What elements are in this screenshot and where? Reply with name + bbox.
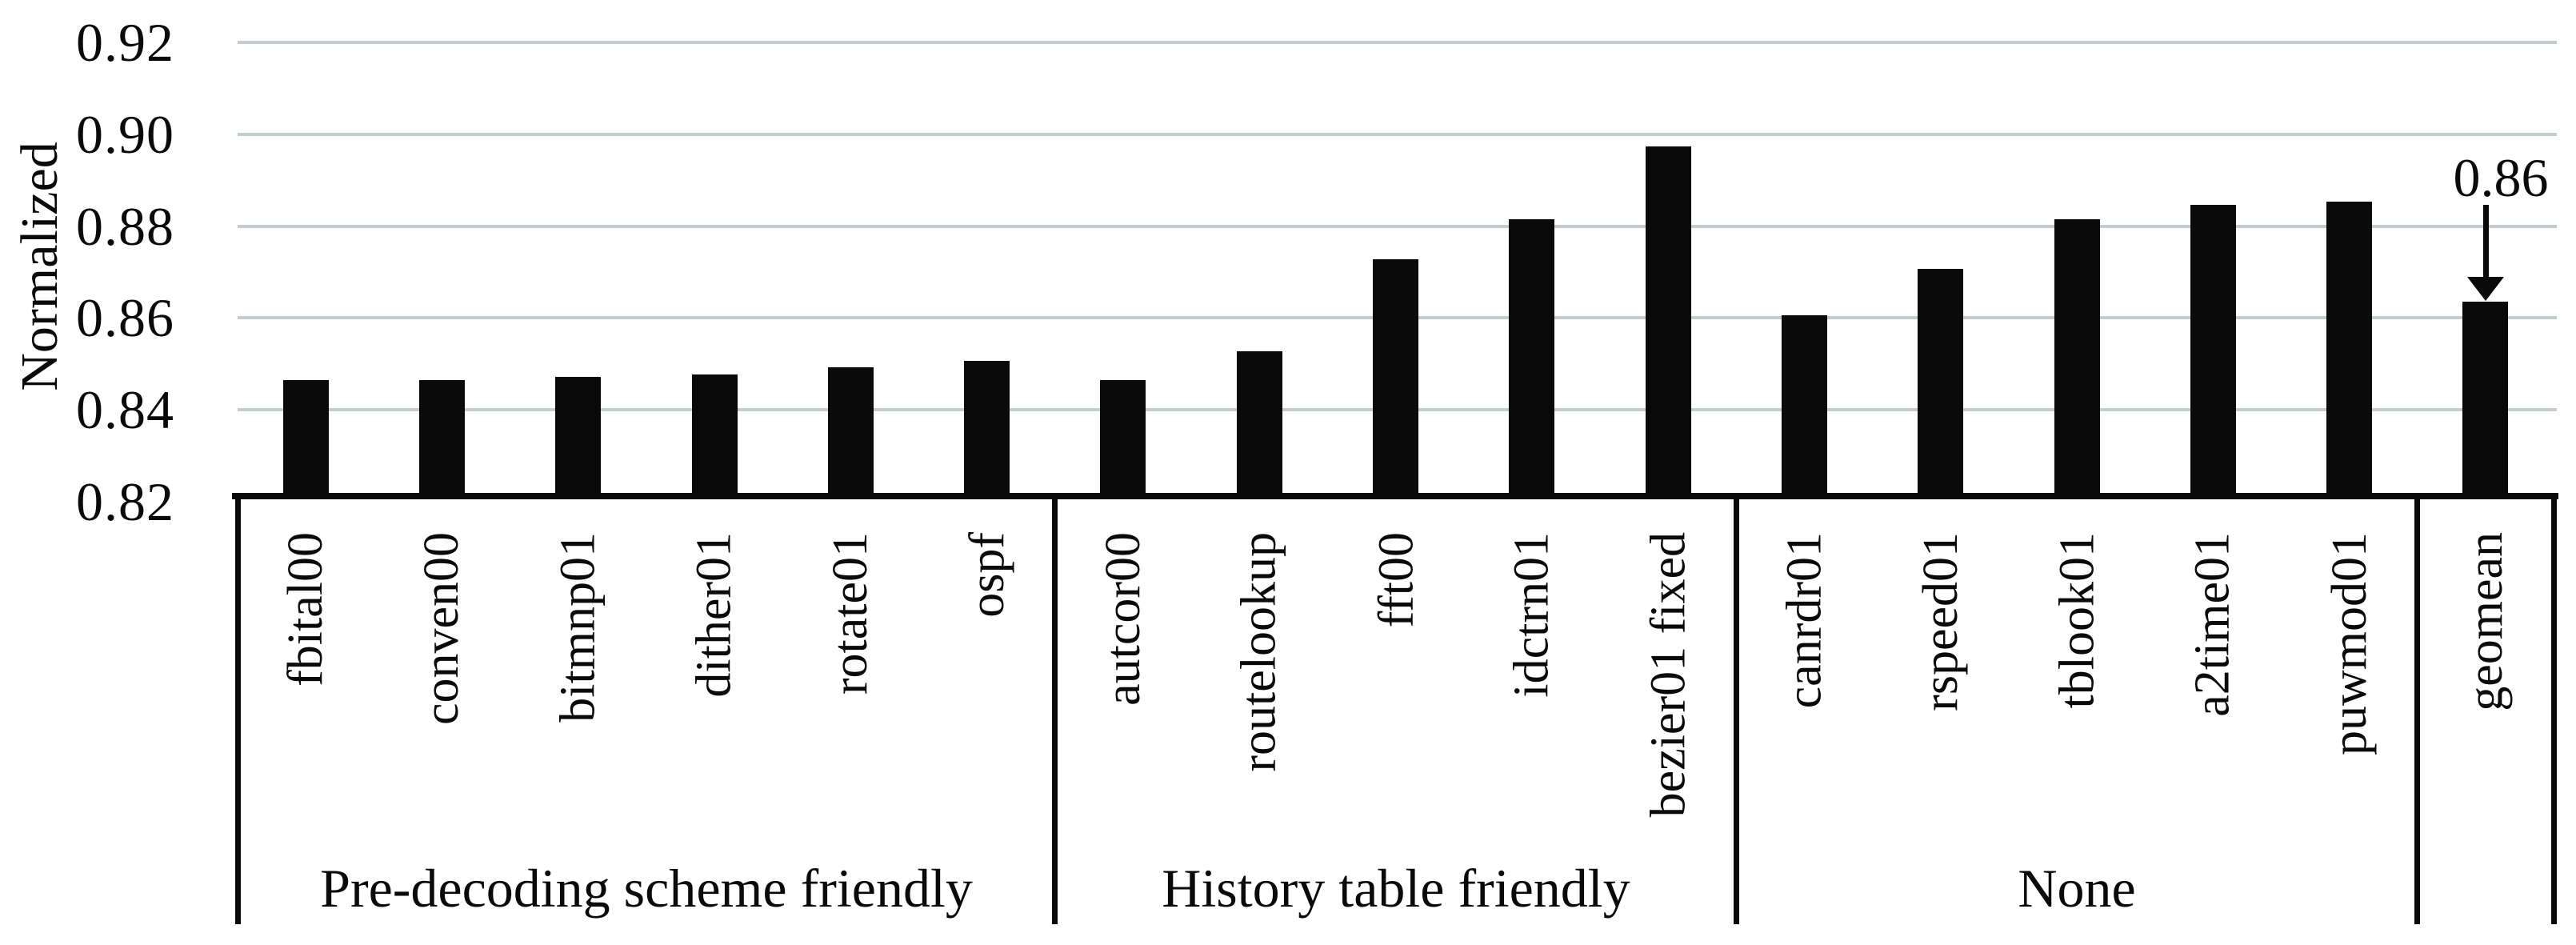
- bar-label: canrdr01: [1777, 532, 1831, 709]
- bar: [1646, 146, 1691, 499]
- y-tick-label: 0.92: [76, 12, 174, 73]
- y-tick-label: 0.84: [76, 379, 174, 440]
- annotation-arrow-line: [2483, 205, 2489, 278]
- x-axis-line: [232, 493, 2558, 499]
- y-axis-title: Normalized: [10, 142, 69, 391]
- bar-label: fbital00: [278, 532, 333, 687]
- group-label: Pre-decoding scheme friendly: [320, 858, 973, 919]
- bar: [2326, 202, 2372, 499]
- group-box-divider: [2551, 495, 2557, 924]
- bar: [692, 374, 738, 499]
- group-box-divider: [1734, 495, 1739, 924]
- bar-label: rspeed01: [1914, 532, 1968, 711]
- gridline: [238, 225, 2557, 228]
- bar: [555, 377, 601, 499]
- bar-label: idctrn01: [1505, 532, 1559, 698]
- bar-label: conven00: [414, 532, 469, 726]
- y-tick-label: 0.86: [76, 287, 174, 348]
- bar: [1918, 269, 1963, 499]
- annotation-value: 0.86: [2453, 147, 2549, 208]
- group-label: History table friendly: [1162, 858, 1630, 919]
- bar: [964, 361, 1010, 499]
- bar: [1373, 259, 1418, 499]
- bar: [1509, 219, 1554, 499]
- bar-label: a2time01: [2186, 532, 2240, 717]
- bar-label: dither01: [687, 532, 742, 698]
- bar: [1100, 380, 1146, 499]
- group-box-divider: [1052, 495, 1058, 924]
- bar: [419, 380, 465, 499]
- y-tick-label: 0.90: [76, 104, 174, 165]
- group-box-divider: [235, 495, 241, 924]
- y-tick-label: 0.82: [76, 471, 174, 532]
- bar: [2462, 302, 2508, 499]
- bar-label: routelookup: [1232, 532, 1286, 772]
- gridline: [238, 133, 2557, 136]
- bar-label: tblook01: [2050, 532, 2104, 709]
- bar-label: ospf: [960, 532, 1014, 618]
- bar-label: geomean: [2458, 532, 2513, 711]
- bar-label: rotate01: [823, 532, 878, 695]
- bar: [828, 367, 874, 499]
- bar-label: autcor00: [1096, 532, 1150, 706]
- bar-label: bitmnp01: [551, 532, 606, 723]
- bar: [2190, 205, 2236, 499]
- bar: [1782, 315, 1827, 499]
- y-tick-label: 0.88: [76, 196, 174, 257]
- bar-label: bezier01 fixed: [1641, 532, 1695, 818]
- annotation-arrow-head-icon: [2467, 277, 2504, 301]
- bar: [2054, 219, 2100, 499]
- group-box-divider: [2414, 495, 2420, 924]
- bar: [283, 380, 329, 499]
- gridline: [238, 41, 2557, 44]
- group-label: None: [2018, 858, 2136, 919]
- bar-label: puwmod01: [2322, 532, 2377, 755]
- bar-label: fft00: [1369, 532, 1423, 628]
- bar: [1237, 351, 1282, 499]
